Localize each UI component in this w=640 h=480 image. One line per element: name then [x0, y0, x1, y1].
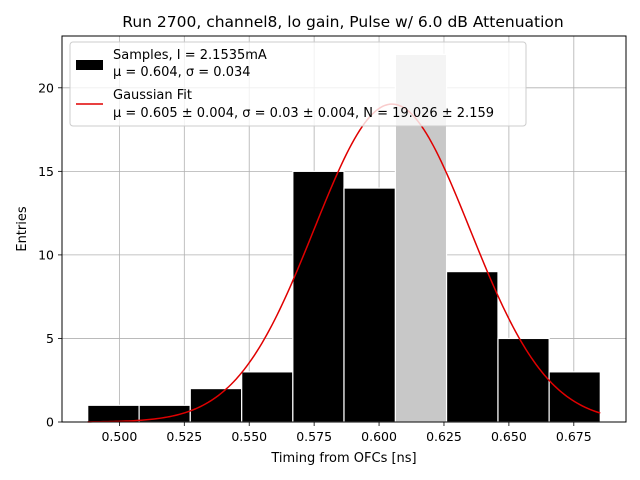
- gaussian-fit: [87, 103, 601, 423]
- y-tick-label: 15: [38, 164, 54, 179]
- legend-box: [69, 41, 527, 127]
- x-tick-label: 0.675: [556, 429, 592, 444]
- chart-title: Run 2700, channel8, lo gain, Pulse w/ 6.…: [122, 13, 563, 31]
- legend-fit-label: Gaussian Fit: [113, 88, 192, 103]
- legend-samples-stats: μ = 0.604, σ = 0.034: [113, 65, 251, 80]
- x-axis-label: Timing from OFCs [ns]: [270, 451, 416, 466]
- legend-samples-swatch: [76, 60, 103, 70]
- gaussian-fit-curve: [87, 103, 601, 423]
- x-tick-label: 0.550: [231, 429, 267, 444]
- histogram-bar: [87, 404, 140, 423]
- x-tick-label: 0.600: [361, 429, 397, 444]
- plot-frame: [61, 35, 627, 423]
- histogram-bar: [292, 170, 345, 423]
- y-tick-label: 10: [38, 247, 54, 262]
- y-tick-label: 0: [46, 415, 54, 430]
- x-tick-label: 0.625: [426, 429, 462, 444]
- y-tick-label: 5: [46, 331, 54, 346]
- histogram-bar: [343, 187, 397, 423]
- legend-fit-stats: μ = 0.605 ± 0.004, σ = 0.03 ± 0.004, N =…: [113, 106, 494, 121]
- histogram-bars: [87, 53, 601, 423]
- x-tick-label: 0.650: [491, 429, 527, 444]
- histogram-bar: [497, 337, 550, 423]
- histogram-bar: [189, 387, 243, 423]
- x-tick-label: 0.500: [101, 429, 137, 444]
- y-axis-label: Entries: [15, 206, 30, 252]
- histogram-bar: [548, 371, 601, 423]
- x-tick-label: 0.525: [166, 429, 202, 444]
- x-axis-ticks: 0.500 0.525 0.550 0.575 0.600 0.625 0.650 0.675: [101, 422, 592, 444]
- x-tick-label: 0.575: [296, 429, 332, 444]
- y-tick-label: 20: [38, 80, 54, 95]
- histogram-bar: [241, 371, 294, 423]
- y-axis-ticks: 0 5 10 15 20: [38, 80, 62, 430]
- legend: Samples, I = 2.1535mA μ = 0.604, σ = 0.0…: [69, 41, 527, 127]
- histogram-bar: [445, 271, 499, 423]
- legend-samples-label: Samples, I = 2.1535mA: [113, 48, 267, 63]
